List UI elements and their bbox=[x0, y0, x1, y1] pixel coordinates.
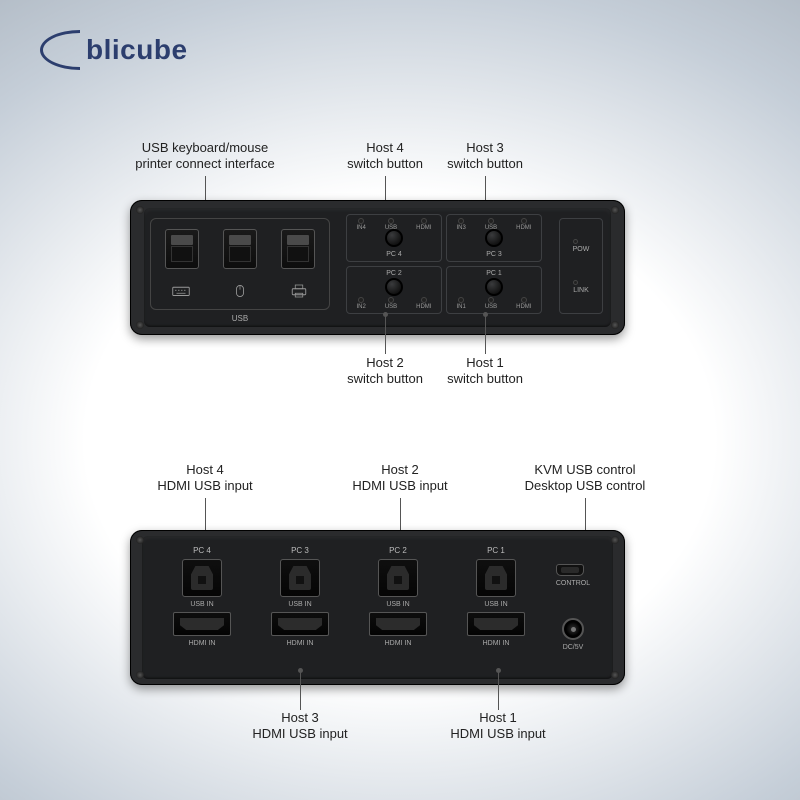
hdmi-port bbox=[271, 612, 329, 636]
usb-b-port bbox=[182, 559, 222, 597]
port-column-pc3: PC 3 USB IN HDMI IN bbox=[258, 546, 342, 669]
screw-icon bbox=[136, 671, 144, 679]
usb-b-port bbox=[280, 559, 320, 597]
callout-host2-bot: Host 2switch button bbox=[335, 355, 435, 388]
round-button-icon bbox=[485, 278, 503, 296]
switch-button-pc2[interactable]: PC 2 IN2USBHDMI bbox=[346, 266, 442, 314]
usb-b-port bbox=[378, 559, 418, 597]
port-column-pc1: PC 1 USB IN HDMI IN bbox=[454, 546, 538, 669]
screw-icon bbox=[136, 536, 144, 544]
usb-a-port bbox=[281, 229, 315, 269]
status-led-group: POW LINK bbox=[559, 218, 603, 314]
usb-a-port bbox=[165, 229, 199, 269]
hdmi-port bbox=[467, 612, 525, 636]
callout-back-host2: Host 2HDMI USB input bbox=[340, 462, 460, 495]
screw-icon bbox=[611, 671, 619, 679]
screw-icon bbox=[136, 206, 144, 214]
usb-label: USB bbox=[150, 314, 330, 323]
mouse-icon bbox=[210, 284, 269, 303]
screw-icon bbox=[611, 321, 619, 329]
screw-icon bbox=[611, 536, 619, 544]
screw-icon bbox=[136, 321, 144, 329]
usb-b-port bbox=[476, 559, 516, 597]
printer-icon bbox=[270, 284, 329, 303]
keyboard-icon bbox=[151, 284, 210, 303]
switch-button-pc3[interactable]: IN3USBHDMI PC 3 bbox=[446, 214, 542, 262]
callout-host4-top: Host 4switch button bbox=[335, 140, 435, 173]
round-button-icon bbox=[485, 229, 503, 247]
brand-logo: blicube bbox=[40, 30, 188, 70]
device-front-panel: USB IN4USBHDMI PC 4 IN3USBHDMI PC 3 PC 2… bbox=[130, 200, 625, 335]
micro-usb-port bbox=[556, 564, 584, 576]
round-button-icon bbox=[385, 278, 403, 296]
brand-name: blicube bbox=[86, 34, 188, 66]
callout-host1-bot: Host 1switch button bbox=[435, 355, 535, 388]
device-back-panel: PC 4 USB IN HDMI IN PC 3 USB IN HDMI IN … bbox=[130, 530, 625, 685]
hdmi-port bbox=[173, 612, 231, 636]
callout-back-host4: Host 4HDMI USB input bbox=[145, 462, 265, 495]
screw-icon bbox=[611, 206, 619, 214]
usb-a-port bbox=[223, 229, 257, 269]
round-button-icon bbox=[385, 229, 403, 247]
callout-usb-group: USB keyboard/mouse printer connect inter… bbox=[105, 140, 305, 173]
switch-button-pc4[interactable]: IN4USBHDMI PC 4 bbox=[346, 214, 442, 262]
callout-back-kvm: KVM USB controlDesktop USB control bbox=[505, 462, 665, 495]
switch-button-grid: IN4USBHDMI PC 4 IN3USBHDMI PC 3 PC 2 IN2… bbox=[346, 214, 542, 314]
control-port-group: CONTROL DC/5V bbox=[539, 548, 607, 667]
callout-back-host1: Host 1HDMI USB input bbox=[438, 710, 558, 743]
hdmi-port bbox=[369, 612, 427, 636]
logo-mark-icon bbox=[40, 30, 80, 70]
dc-jack-port bbox=[562, 618, 584, 640]
port-column-pc2: PC 2 USB IN HDMI IN bbox=[356, 546, 440, 669]
callout-host3-top: Host 3switch button bbox=[435, 140, 535, 173]
port-column-pc4: PC 4 USB IN HDMI IN bbox=[160, 546, 244, 669]
usb-a-group bbox=[150, 218, 330, 310]
switch-button-pc1[interactable]: PC 1 IN1USBHDMI bbox=[446, 266, 542, 314]
callout-back-host3: Host 3HDMI USB input bbox=[240, 710, 360, 743]
